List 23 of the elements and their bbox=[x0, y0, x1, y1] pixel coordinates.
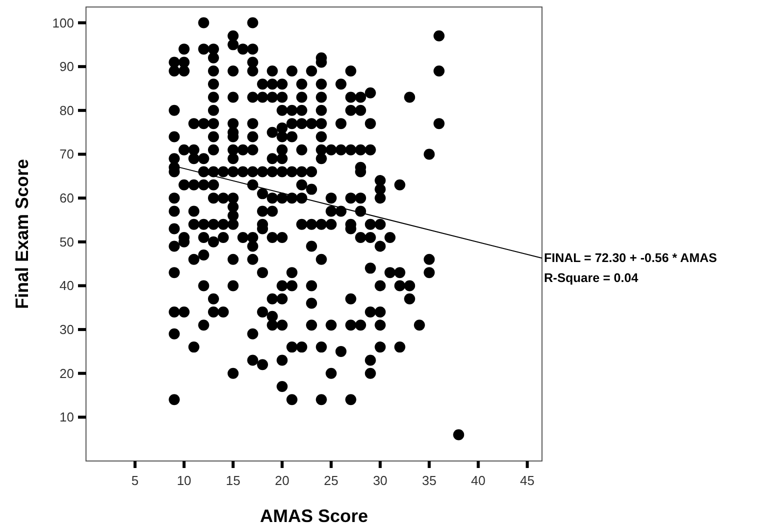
text: R-Square = 0.04 bbox=[544, 271, 638, 286]
y-tick-label: 60 bbox=[60, 190, 74, 206]
x-tick-label: 35 bbox=[422, 473, 436, 488]
y-tick-label: 20 bbox=[60, 366, 74, 381]
x-tick-label: 40 bbox=[471, 473, 486, 488]
y-tick-label: 90 bbox=[60, 59, 74, 74]
y-tick-label: 100 bbox=[52, 15, 74, 30]
x-tick-label: 25 bbox=[324, 473, 338, 488]
y-tick-label: 30 bbox=[60, 322, 74, 338]
x-axis-title: AMAS Score bbox=[260, 506, 368, 526]
y-tick-label: 80 bbox=[60, 102, 74, 118]
x-tick-label: 20 bbox=[274, 473, 290, 488]
text: FINAL = 72.30 + -0.56 * AMAS bbox=[544, 251, 717, 266]
x-tick-label: 30 bbox=[372, 473, 388, 488]
y-tick-label: 10 bbox=[60, 410, 74, 425]
x-tick-label: 15 bbox=[226, 473, 240, 488]
x-tick-label: 45 bbox=[520, 473, 535, 488]
y-tick-label: 50 bbox=[60, 234, 74, 250]
x-tick-label: 10 bbox=[176, 473, 192, 488]
y-tick-label: 70 bbox=[60, 146, 74, 162]
y-axis-title: Final Exam Score bbox=[12, 158, 32, 310]
y-tick-label: 40 bbox=[60, 278, 74, 294]
x-tick-label: 5 bbox=[131, 473, 139, 488]
